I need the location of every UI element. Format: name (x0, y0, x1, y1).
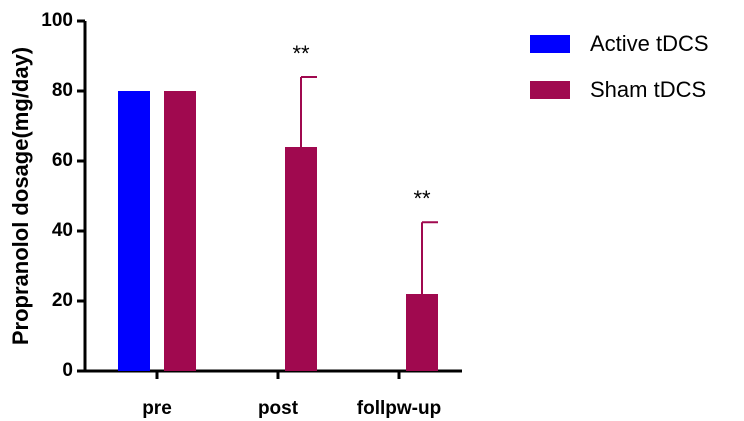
y-tick-label: 0 (62, 360, 73, 381)
y-tick-label: 40 (52, 220, 73, 241)
bar (406, 294, 438, 371)
legend-swatch (530, 35, 570, 53)
annotation: ** (292, 41, 310, 66)
x-tick-label: post (258, 398, 299, 419)
y-tick-label: 20 (52, 290, 73, 311)
y-tick-label: 60 (52, 150, 73, 171)
y-axis-label: Propranolol dosage(mg/day) (8, 47, 33, 345)
legend-swatch (530, 81, 570, 99)
bar (118, 91, 150, 371)
annotation: ** (413, 186, 431, 211)
legend-label: Active tDCS (590, 31, 709, 56)
legend-label: Sham tDCS (590, 77, 706, 102)
y-tick-label: 100 (41, 10, 73, 31)
bar (285, 147, 317, 371)
y-tick-label: 80 (52, 80, 73, 101)
x-tick-label: pre (142, 398, 172, 419)
bar (164, 91, 196, 371)
x-tick-label: follpw-up (357, 398, 441, 419)
